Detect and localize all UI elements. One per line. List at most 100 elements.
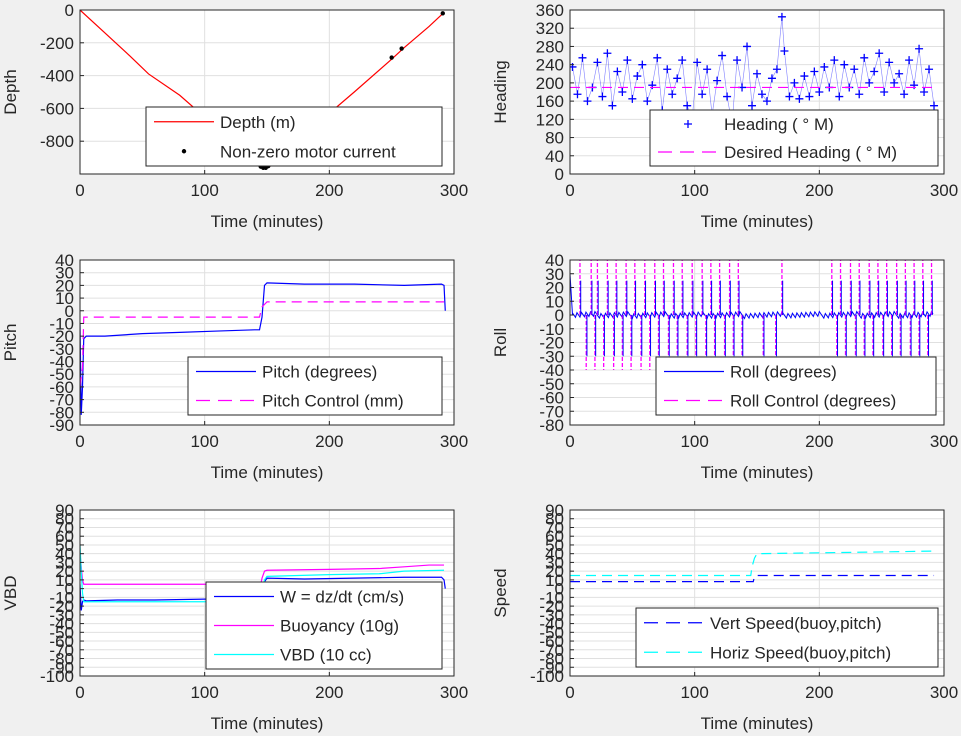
x-tick-label: 200 — [805, 432, 833, 451]
x-tick-label: 100 — [190, 181, 218, 200]
y-tick-label: -50 — [539, 623, 564, 642]
legend-box — [655, 356, 937, 416]
y-tick-label: 30 — [545, 265, 564, 284]
y-tick-label: -70 — [539, 641, 564, 660]
y-tick-label: 0 — [555, 306, 564, 325]
y-tick-label: 90 — [55, 501, 74, 520]
legend: W = dz/dt (cm/s) Buoyancy (10g) VBD (10 cc… — [205, 581, 443, 670]
legend-label: Non-zero motor current — [220, 142, 396, 161]
y-tick-label: 70 — [545, 518, 564, 537]
x-axis-label: Time (minutes) — [701, 463, 814, 482]
y-tick-label: 20 — [545, 279, 564, 298]
y-tick-label: 200 — [536, 74, 564, 93]
x-tick-label: 0 — [565, 683, 574, 702]
y-tick-label: -20 — [539, 334, 564, 353]
y-tick-label: -200 — [40, 34, 74, 53]
legend-box — [649, 109, 939, 167]
y-tick-label: -10 — [49, 588, 74, 607]
legend-label: Buoyancy (10g) — [280, 617, 399, 636]
y-tick-label: -30 — [539, 606, 564, 625]
y-tick-label: 80 — [55, 510, 74, 529]
legend-label: Pitch Control (mm) — [262, 392, 404, 411]
y-tick-label: -40 — [539, 361, 564, 380]
axes-frame — [79, 259, 455, 426]
y-tick-label: -80 — [49, 403, 74, 422]
x-tick-label: 0 — [565, 432, 574, 451]
legend-box — [145, 106, 443, 167]
x-tick-label: 300 — [930, 683, 958, 702]
y-tick-label: 360 — [536, 1, 564, 20]
y-tick-label: -20 — [539, 597, 564, 616]
x-tick-label: 200 — [805, 181, 833, 200]
y-tick-label: 80 — [545, 129, 564, 148]
y-tick-label: 50 — [55, 536, 74, 555]
x-tick-label: 0 — [75, 432, 84, 451]
series-line-0 — [80, 282, 446, 415]
x-tick-label: 100 — [680, 432, 708, 451]
y-tick-label: 30 — [545, 553, 564, 572]
x-tick-label: 200 — [315, 432, 343, 451]
legend-marker — [181, 149, 187, 154]
y-axis-label: Depth — [1, 69, 20, 114]
y-axis-label: Pitch — [1, 324, 20, 362]
y-tick-label: 10 — [545, 571, 564, 590]
legend-label: Desired Heading ( ° M) — [724, 143, 897, 162]
heading-trace — [572, 16, 935, 124]
y-tick-label: -10 — [49, 314, 74, 333]
legend: Depth (m) Non-zero motor current — [145, 106, 443, 167]
x-tick-label: 100 — [680, 683, 708, 702]
axes-frame — [569, 509, 945, 677]
y-tick-label: -40 — [49, 353, 74, 372]
y-tick-label: 10 — [55, 571, 74, 590]
x-axis-label: Time (minutes) — [701, 212, 814, 231]
y-tick-label: 0 — [555, 580, 564, 599]
y-tick-label: 240 — [536, 56, 564, 75]
x-tick-label: 0 — [75, 181, 84, 200]
chart-heading: 0 100 200 30004080120160200240280320360Time… — [491, 1, 958, 231]
legend-label: Pitch (degrees) — [262, 363, 377, 382]
y-tick-label: -50 — [49, 365, 74, 384]
y-tick-label: -80 — [49, 650, 74, 669]
y-tick-label: 0 — [65, 1, 74, 20]
x-tick-label: 200 — [805, 683, 833, 702]
y-tick-label: -90 — [49, 658, 74, 677]
motor-current-point — [399, 46, 404, 51]
y-tick-label: -40 — [49, 615, 74, 634]
y-tick-label: -80 — [539, 416, 564, 435]
y-tick-label: 0 — [65, 302, 74, 321]
x-tick-label: 100 — [190, 432, 218, 451]
x-axis-label: Time (minutes) — [701, 714, 814, 733]
y-tick-label: 40 — [545, 251, 564, 270]
y-tick-label: -100 — [40, 667, 74, 686]
legend-marker — [684, 120, 692, 128]
legend-label: W = dz/dt (cm/s) — [280, 588, 404, 607]
y-tick-label: -30 — [49, 340, 74, 359]
y-tick-label: -60 — [539, 632, 564, 651]
x-axis-label: Time (minutes) — [211, 714, 324, 733]
legend-label: Horiz Speed(buoy,pitch) — [710, 643, 891, 662]
x-axis-label: Time (minutes) — [211, 212, 324, 231]
y-tick-label: 30 — [55, 264, 74, 283]
y-tick-label: -30 — [539, 347, 564, 366]
y-tick-label: 20 — [55, 276, 74, 295]
legend-box — [635, 607, 939, 668]
legend-label: Heading ( ° M) — [724, 115, 834, 134]
y-tick-label: -20 — [49, 597, 74, 616]
y-tick-label: 0 — [555, 165, 564, 184]
chart-roll: 0 100 200 300-80-70-60-50-40-30-20-10010203… — [491, 251, 958, 482]
series-line-1 — [80, 553, 445, 585]
y-tick-label: -80 — [539, 650, 564, 669]
legend: Pitch (degrees) Pitch Control (mm) — [187, 356, 443, 416]
legend-label: VBD (10 cc) — [280, 646, 372, 665]
motor-current-point — [440, 11, 445, 16]
y-tick-label: 40 — [55, 545, 74, 564]
y-tick-label: 50 — [545, 536, 564, 555]
series-line-1 — [570, 550, 935, 577]
y-tick-label: -70 — [49, 391, 74, 410]
x-axis-label: Time (minutes) — [211, 463, 324, 482]
y-tick-label: -600 — [40, 99, 74, 118]
y-axis-label: Heading — [491, 60, 510, 123]
y-tick-label: 20 — [545, 562, 564, 581]
y-tick-label: 320 — [536, 19, 564, 38]
